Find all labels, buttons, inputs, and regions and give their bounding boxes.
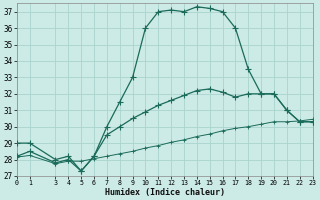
- X-axis label: Humidex (Indice chaleur): Humidex (Indice chaleur): [105, 188, 225, 197]
